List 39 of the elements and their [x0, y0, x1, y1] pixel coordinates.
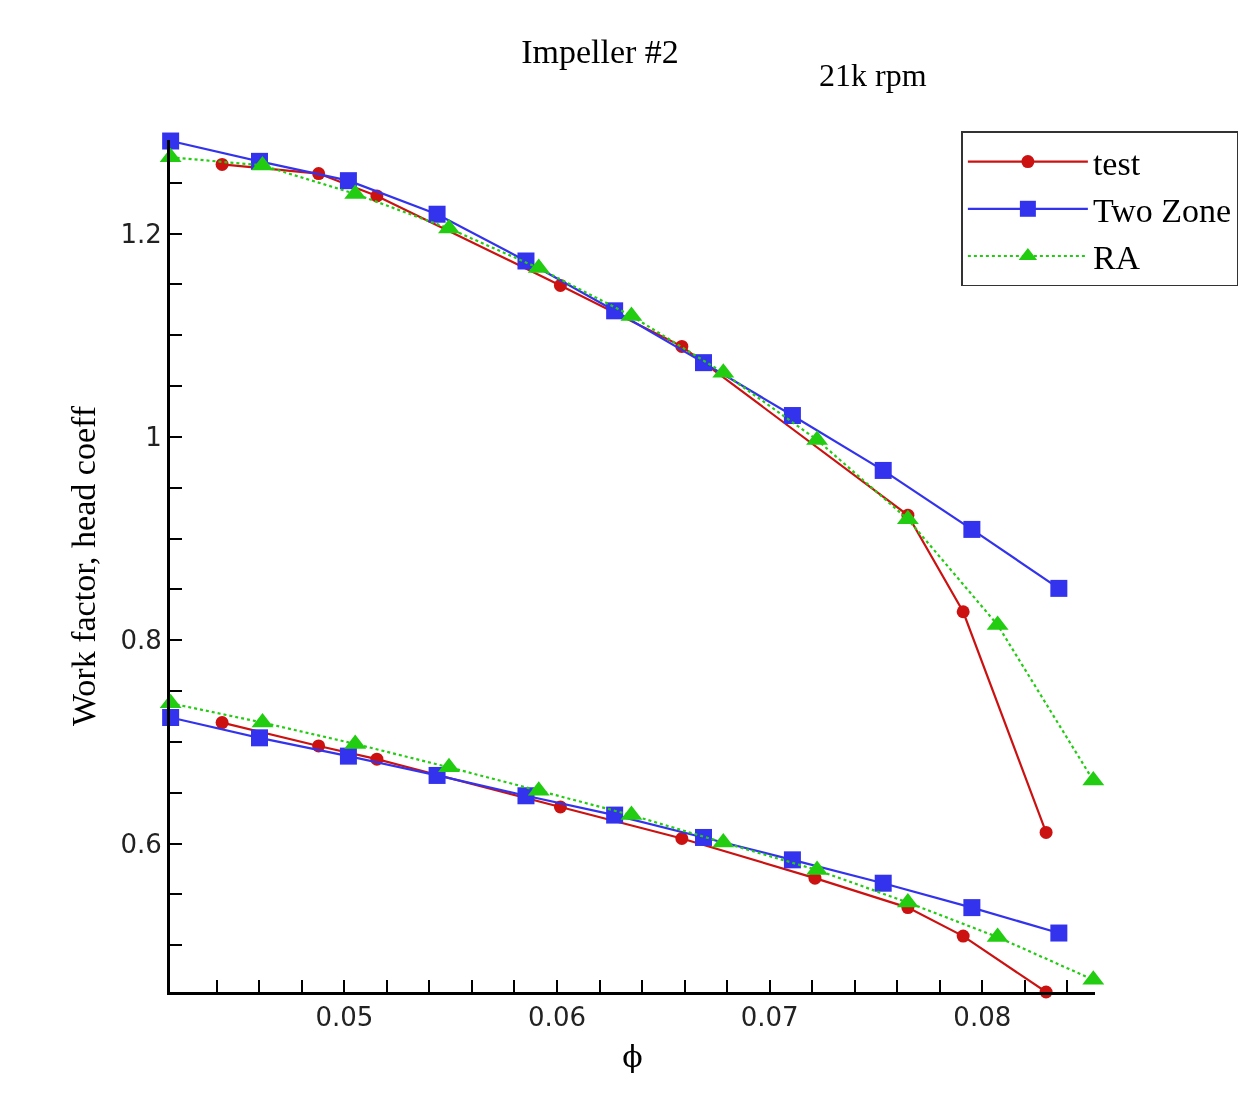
- x-tick-label: 0.08: [953, 1002, 1012, 1033]
- y-tick-label: 0.6: [120, 828, 162, 859]
- point: [606, 302, 624, 320]
- point: [606, 806, 624, 824]
- x-tick-label: 0.07: [740, 1002, 799, 1033]
- point: [339, 172, 357, 190]
- point: [1050, 924, 1068, 942]
- point: [251, 729, 269, 747]
- point: [963, 520, 981, 538]
- point: [783, 851, 801, 869]
- x-axis-title: ϕ: [622, 1038, 643, 1074]
- point: [956, 605, 970, 619]
- chart-title: Impeller #2: [521, 32, 679, 70]
- y-tick-label: 1.2: [120, 218, 162, 249]
- point: [215, 716, 229, 730]
- point: [675, 831, 689, 845]
- point: [428, 205, 446, 223]
- legend-label: RA: [1092, 239, 1141, 277]
- y-axis-title: Work factor, head coeff: [65, 405, 103, 726]
- point: [517, 252, 535, 270]
- y-tick-label: 0.8: [120, 625, 162, 656]
- point: [438, 757, 460, 773]
- point: [438, 218, 460, 234]
- point: [956, 929, 970, 943]
- point: [874, 874, 892, 892]
- point: [874, 461, 892, 479]
- text: 21k rpm: [819, 57, 927, 93]
- x-tick-label: 0.05: [315, 1002, 374, 1033]
- y-tick-label: 1: [145, 421, 162, 452]
- point: [963, 899, 981, 917]
- legend-label: Two Zone: [1092, 192, 1232, 230]
- point: [695, 354, 713, 372]
- point: [1050, 579, 1068, 597]
- legend-label: test: [1092, 144, 1141, 182]
- point: [339, 747, 357, 765]
- point: [695, 828, 713, 846]
- point: [783, 407, 801, 425]
- x-tick-label: 0.06: [528, 1002, 586, 1033]
- point: [1039, 825, 1053, 839]
